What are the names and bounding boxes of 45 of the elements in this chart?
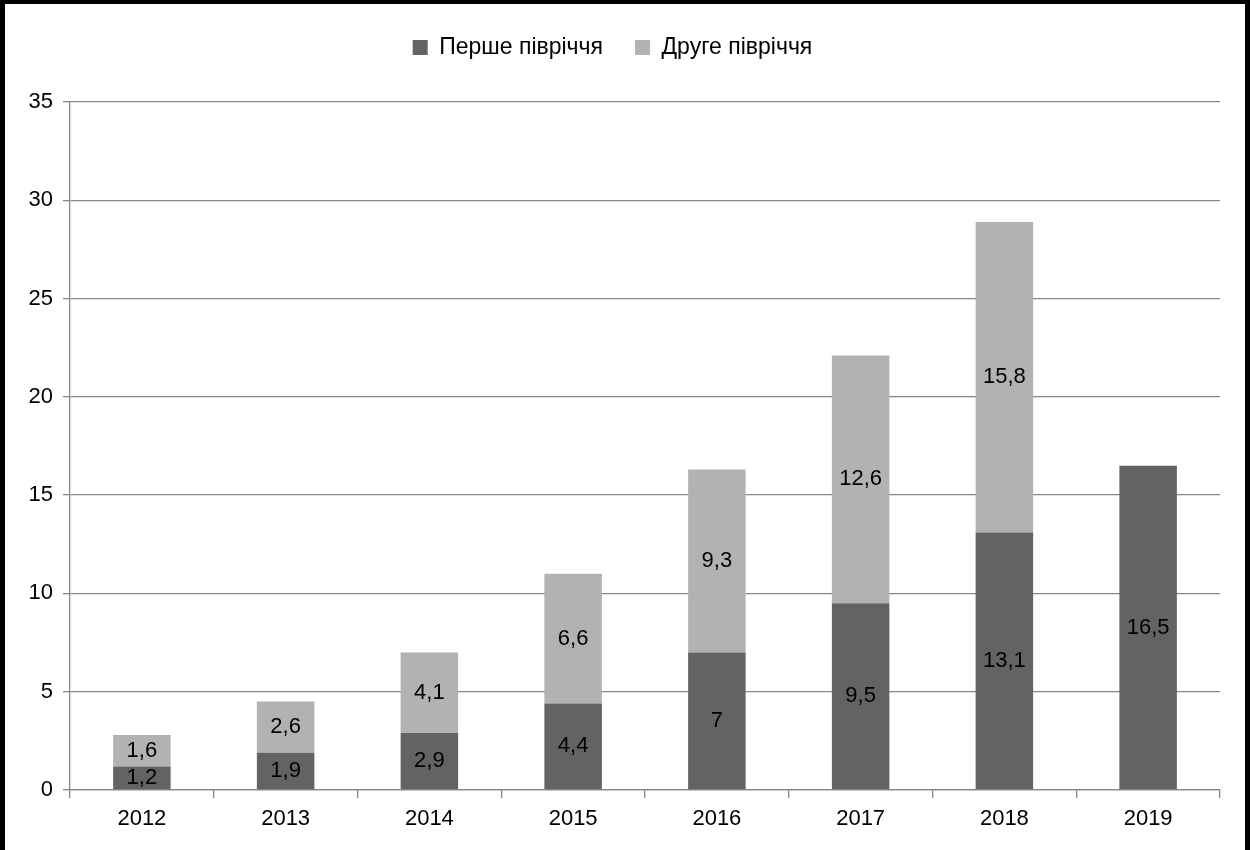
y-tick-label: 25 [28,284,53,310]
data-label: 4,4 [557,732,589,758]
bar [1119,465,1177,790]
bar [400,652,459,733]
bar [688,469,746,653]
bar [544,573,602,704]
data-label: 9,3 [701,547,733,573]
data-label: 6,6 [557,624,589,650]
legend-label: Перше півріччя [439,32,604,59]
x-tick-label: 2013 [261,805,311,831]
y-tick-label: 15 [28,481,53,507]
data-label: 7 [710,706,723,732]
bar [688,652,746,790]
x-tick-label: 2018 [979,805,1029,831]
bar [544,703,602,790]
bar [831,603,890,790]
data-label: 15,8 [982,363,1026,389]
y-tick-label: 5 [40,677,53,703]
x-tick-label: 2017 [836,805,886,831]
data-label: 9,5 [845,682,876,708]
y-tick-label: 20 [28,382,53,408]
x-tick-label: 2016 [692,805,742,831]
bar [831,355,890,604]
bar [975,532,1034,790]
bar [975,221,1034,533]
data-label: 13,1 [982,646,1026,672]
x-tick-label: 2014 [404,805,454,831]
legend-label: Друге півріччя [661,32,813,59]
data-label: 2,6 [270,713,301,739]
data-label: 1,2 [126,763,158,789]
x-tick-label: 2015 [548,805,598,831]
data-label: 12,6 [839,465,883,491]
y-tick-label: 0 [40,776,53,802]
bar [256,701,315,753]
data-label: 1,6 [126,736,158,762]
data-label: 16,5 [1126,613,1170,639]
x-tick-label: 2019 [1123,805,1173,831]
data-label: 1,9 [270,757,301,783]
x-tick-label: 2012 [117,805,167,831]
bar [400,732,459,790]
data-label: 2,9 [414,747,445,773]
y-tick-label: 30 [28,186,53,212]
y-tick-label: 35 [28,88,53,114]
data-label: 4,1 [414,678,445,704]
y-tick-label: 10 [28,579,53,605]
